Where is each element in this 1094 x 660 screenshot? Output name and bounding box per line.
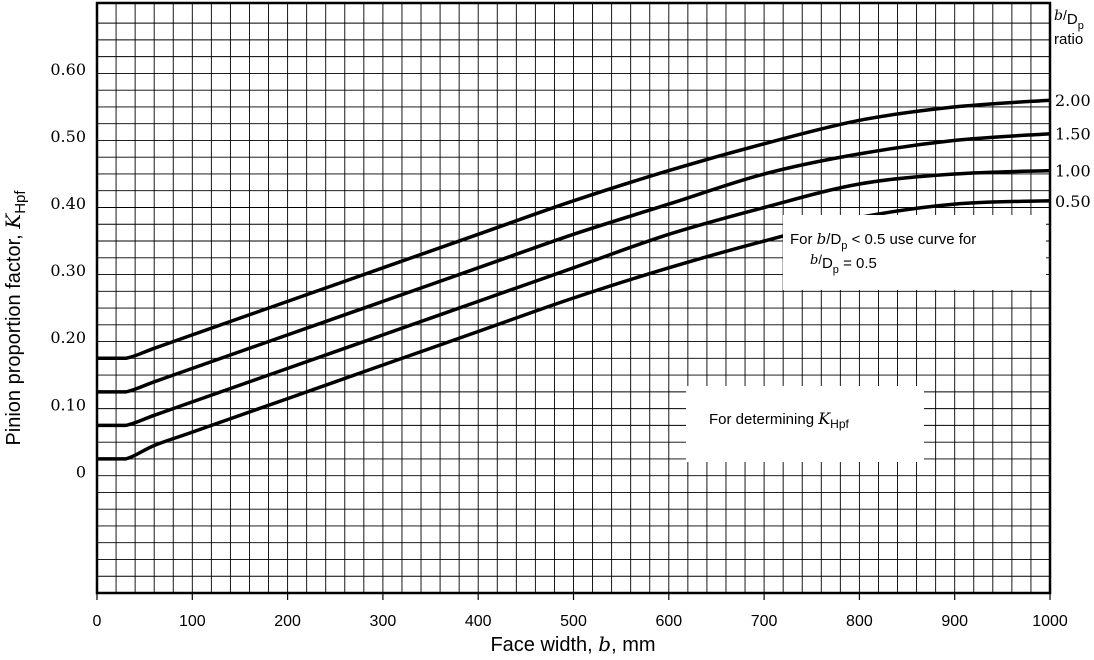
y-tick-label: 0.60: [50, 60, 86, 79]
determining-note-box: [686, 386, 924, 462]
x-tick-label: 500: [560, 613, 587, 630]
legend-header: b/Dp ratio: [1054, 7, 1084, 48]
determining-note-text: For determining KHpf: [709, 409, 850, 431]
x-tick-label: 100: [179, 613, 206, 630]
y-tick-label: 0.20: [50, 328, 86, 347]
x-tick-label: 400: [465, 613, 492, 630]
y-tick-label: 0.40: [50, 194, 86, 213]
series-line-1-00: [97, 168, 1051, 428]
legend-header-ratio: ratio: [1054, 31, 1083, 48]
y-axis-title: Pinion proportion factor, KHpf: [1, 190, 29, 446]
y-tick-label: 0: [76, 462, 86, 481]
y-tick-label: 0.10: [50, 395, 86, 414]
x-tick-label: 1000: [1032, 613, 1068, 630]
min-ratio-note-box: [783, 215, 1046, 290]
x-axis-title: Face width, b, mm: [490, 632, 655, 656]
series-label-1-00: 1.00: [1055, 162, 1091, 181]
x-tick-label: 200: [274, 613, 301, 630]
min-ratio-note-line1: For b/Dp < 0.5 use curve for: [790, 230, 976, 252]
series-line-2-00: [97, 98, 1051, 361]
x-tick-labels: 0 100 200 300 400 500 600 700 800 900 1000: [93, 593, 1068, 630]
min-ratio-note: For b/Dp < 0.5 use curve for b/Dp = 0.5: [783, 215, 1046, 290]
x-tick-label: 0: [93, 613, 102, 630]
series-label-1-50: 1.50: [1055, 125, 1091, 144]
x-tick-label: 600: [655, 613, 682, 630]
legend-header-symbol: b/Dp: [1054, 7, 1084, 32]
min-ratio-note-line2: b/Dp = 0.5: [810, 252, 877, 276]
y-tick-label: 0.50: [50, 127, 86, 146]
x-tick-label: 800: [846, 613, 873, 630]
y-tick-labels: 0 0.10 0.20 0.30 0.40 0.50 0.60: [50, 60, 86, 481]
determining-note: For determining KHpf: [686, 386, 924, 462]
x-tick-label: 700: [751, 613, 778, 630]
series-label-0-50: 0.50: [1055, 192, 1091, 211]
y-tick-label: 0.30: [50, 261, 86, 280]
series-labels: 2.00 1.50 1.00 0.50: [1055, 91, 1091, 211]
x-tick-label: 300: [370, 613, 397, 630]
x-tick-label: 900: [941, 613, 968, 630]
series-label-2-00: 2.00: [1055, 91, 1091, 110]
grid: [97, 3, 1050, 593]
series-line-1-50: [97, 131, 1051, 394]
